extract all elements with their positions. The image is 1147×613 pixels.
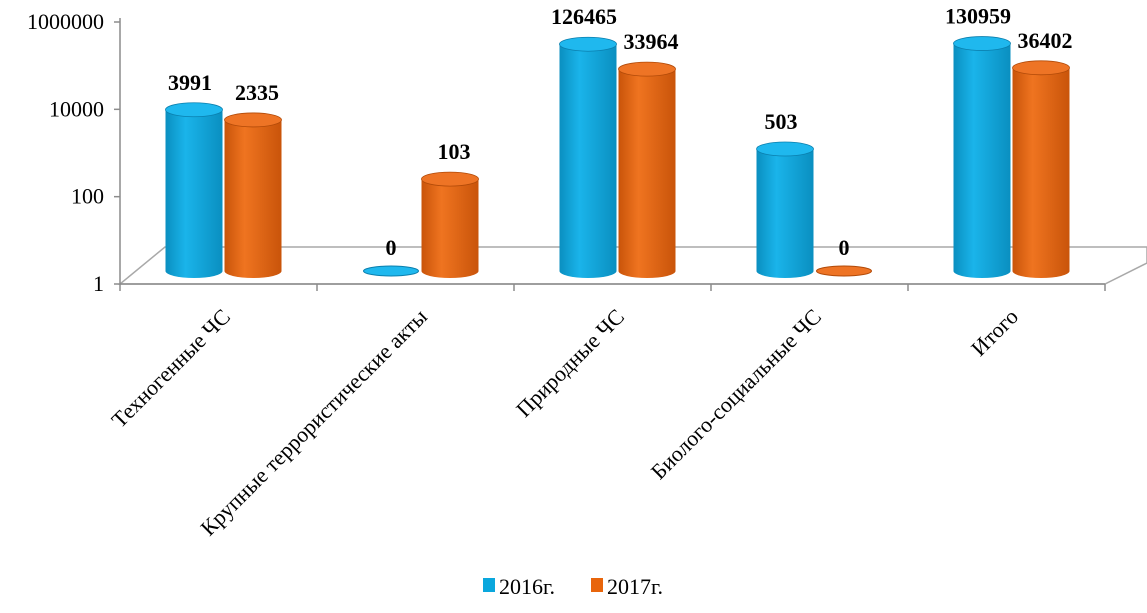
- bar-top: [756, 141, 814, 157]
- data-label: 36402: [1018, 28, 1073, 53]
- bar-body: [224, 119, 282, 278]
- bar-2-0: [559, 36, 617, 279]
- bar-top: [953, 36, 1011, 51]
- bar-top: [1012, 60, 1070, 76]
- category-label: Биолого-социальные ЧС: [646, 304, 826, 484]
- bar-1-1: [421, 171, 479, 278]
- bar-body: [756, 149, 814, 278]
- data-label: 503: [765, 109, 798, 134]
- y-axis: 1 100 10000 1000000: [27, 9, 1106, 296]
- bar-4-1: [1012, 60, 1070, 278]
- legend-swatch: [483, 578, 495, 592]
- bar-top: [224, 112, 282, 128]
- data-label: 103: [438, 139, 471, 164]
- data-labels: 3991 2335 0 103 126465 33964 503 0 130959 36402: [168, 4, 1073, 260]
- bar-body: [953, 43, 1011, 278]
- data-label: 126465: [551, 4, 617, 29]
- bar-2-1: [618, 61, 676, 278]
- y-tick-label: 100: [71, 184, 104, 209]
- category-label: Природные ЧС: [511, 304, 629, 422]
- data-label: 3991: [168, 70, 212, 95]
- bar-top: [618, 61, 676, 77]
- bar-0-0: [165, 102, 223, 278]
- bar-1-0: [363, 265, 419, 277]
- legend-entry: 2017г.: [607, 574, 663, 599]
- bar-top: [421, 171, 479, 187]
- y-tick-label: 1: [93, 271, 104, 296]
- bars: [165, 36, 1070, 279]
- bar-body: [421, 179, 479, 278]
- bar-3-0: [756, 141, 814, 278]
- y-tick-label: 1000000: [27, 9, 104, 34]
- legend-entry: 2016г.: [499, 574, 555, 599]
- y-tick-label: 10000: [49, 96, 104, 121]
- bar-body: [559, 44, 617, 279]
- bar-body: [1012, 67, 1070, 278]
- data-label: 130959: [945, 4, 1011, 29]
- data-label: 0: [839, 235, 850, 260]
- bar-top: [559, 36, 617, 52]
- bar-top: [165, 102, 223, 118]
- bar-4-0: [953, 36, 1011, 278]
- legend: 2016г. 2017г.: [483, 574, 663, 599]
- bar-body: [618, 69, 676, 278]
- data-label: 0: [386, 235, 397, 260]
- bar-body: [165, 109, 223, 278]
- legend-swatch: [591, 578, 603, 592]
- data-label: 2335: [235, 80, 279, 105]
- data-label: 33964: [624, 29, 679, 54]
- bar-3-1: [816, 265, 872, 277]
- bar-0-1: [224, 112, 282, 278]
- category-label: Техногенные ЧС: [106, 304, 235, 433]
- category-label: Итого: [966, 304, 1023, 361]
- category-label: Крупные террористические акты: [195, 304, 432, 541]
